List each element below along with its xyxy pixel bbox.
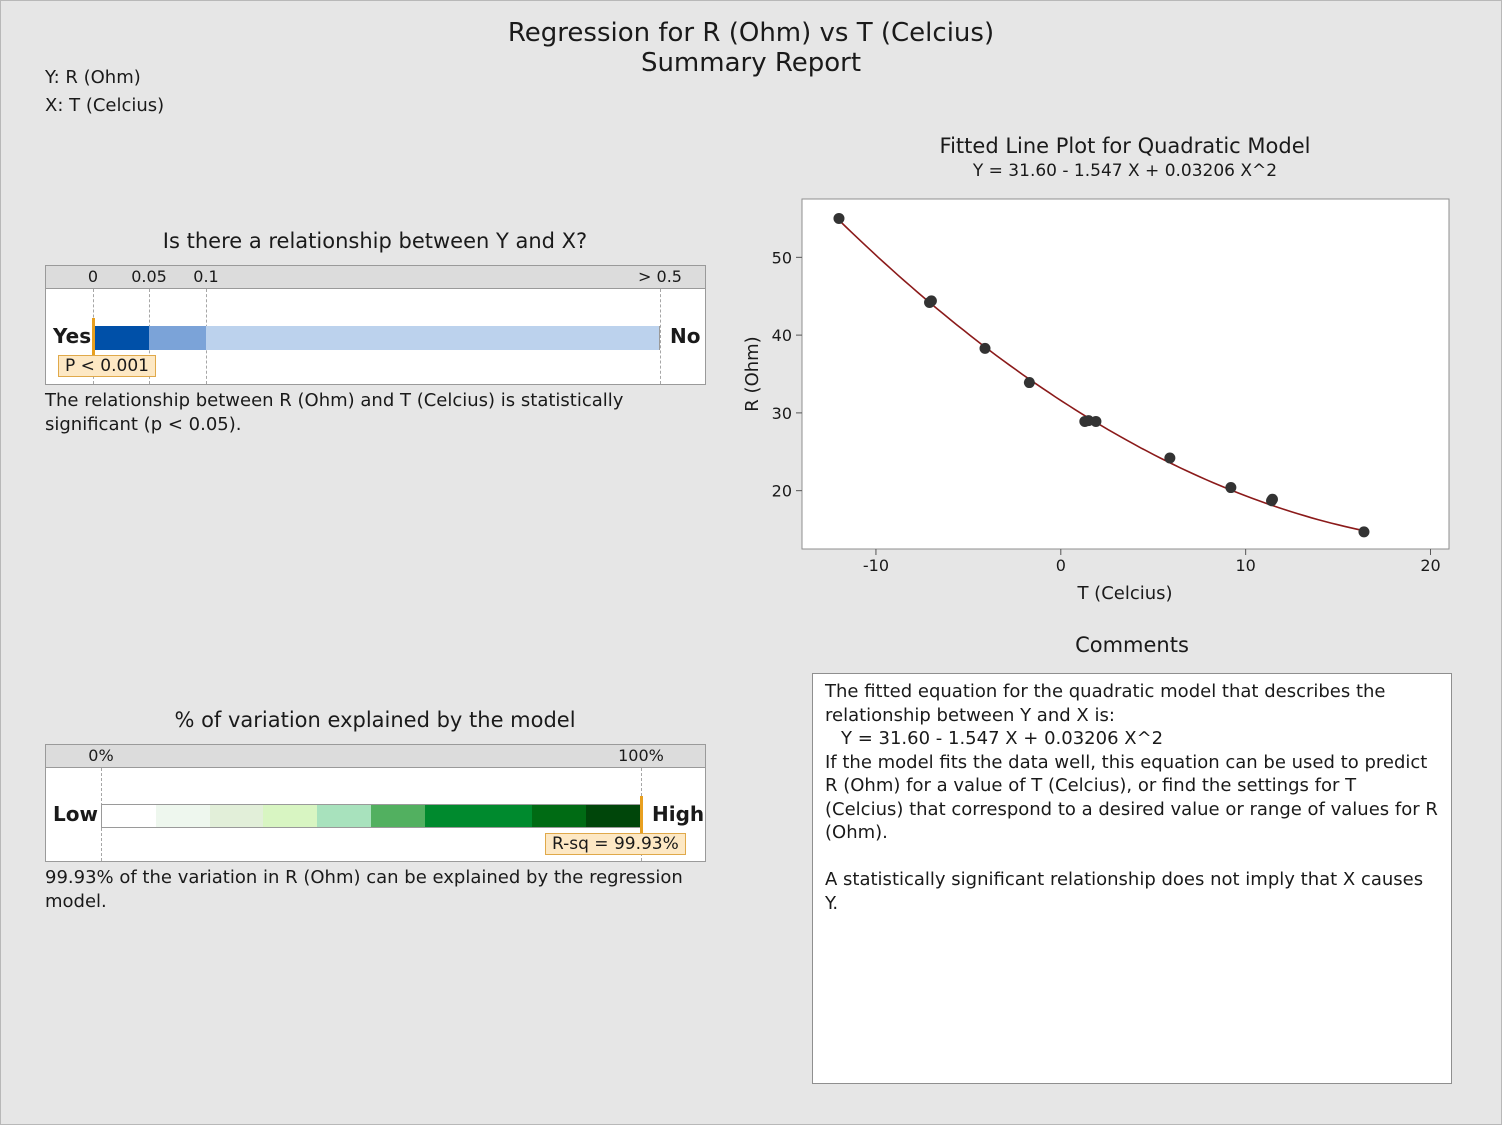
rsq-color-segment [532, 805, 587, 827]
p-tick-01: 0.1 [193, 267, 219, 286]
p-gridline [660, 289, 661, 384]
high-label: High [652, 802, 705, 826]
rsq-tick-0: 0% [88, 746, 114, 765]
rsq-color-segment [424, 805, 479, 827]
y-variable-label: Y: R (Ohm) [45, 67, 141, 88]
x-tick-label: 0 [1056, 556, 1066, 575]
y-tick-label: 30 [772, 404, 792, 423]
rsq-color-segment [155, 805, 210, 827]
y-tick-label: 20 [772, 482, 792, 501]
yes-label: Yes [53, 324, 92, 348]
data-point [1358, 526, 1370, 538]
data-point [979, 342, 991, 354]
rsq-tick-100: 100% [618, 746, 664, 765]
comments-box: The fitted equation for the quadratic mo… [812, 673, 1452, 1084]
x-tick-label: 10 [1235, 556, 1255, 575]
comments-caution: A statistically significant relationship… [825, 869, 1424, 914]
comments-intro: The fitted equation for the quadratic mo… [825, 681, 1386, 726]
x-tick-label: -10 [863, 556, 889, 575]
relationship-conclusion: The relationship between R (Ohm) and T (… [45, 390, 624, 435]
variation-title: % of variation explained by the model [174, 708, 576, 732]
rsq-flag: R-sq = 99.93% [545, 833, 686, 855]
rsq-scale: 0% 100% Low High R-sq = 99.93% [45, 744, 706, 862]
data-point [1164, 452, 1176, 464]
p-tick-05: > 0.5 [638, 267, 682, 286]
y-tick-label: 50 [772, 248, 792, 267]
comments-usage: If the model fits the data well, this eq… [825, 751, 1438, 844]
p-bar-not-significant [206, 326, 660, 350]
comments-equation: Y = 31.60 - 1.547 X + 0.03206 X^2 [841, 728, 1164, 749]
no-label: No [670, 324, 701, 348]
plot-equation: Y = 31.60 - 1.547 X + 0.03206 X^2 [972, 161, 1278, 181]
data-point [1090, 415, 1102, 427]
plot-title: Fitted Line Plot for Quadratic Model [939, 134, 1311, 158]
fitted-line-plot: -10 0 10 20 20 30 40 50 T (Celcius) R (Ohm) [742, 198, 1450, 604]
rsq-color-bar [101, 804, 641, 828]
p-scale-header: 0 0.05 0.1 > 0.5 [46, 266, 705, 289]
data-point [833, 212, 845, 224]
relationship-title: Is there a relationship between Y and X? [162, 229, 588, 253]
plot-area [801, 198, 1450, 550]
rsq-color-segment [478, 805, 533, 827]
p-bar-significant [93, 326, 149, 350]
p-value-scale: 0 0.05 0.1 > 0.5 Yes No P < 0.001 [45, 265, 706, 385]
rsq-color-segment [317, 805, 371, 827]
rsq-color-segment [370, 805, 425, 827]
p-value-flag: P < 0.001 [58, 355, 156, 377]
y-axis-label: R (Ohm) [742, 336, 763, 411]
data-point [1225, 482, 1237, 494]
report-subtitle: Summary Report [640, 48, 862, 78]
variation-conclusion: 99.93% of the variation in R (Ohm) can b… [45, 867, 683, 912]
x-variable-label: X: T (Celcius) [45, 95, 165, 116]
y-tick-label: 40 [772, 326, 792, 345]
rsq-color-segment [102, 805, 156, 827]
rsq-marker [639, 796, 643, 836]
rsq-scale-header: 0% 100% [46, 745, 705, 768]
comments-title: Comments [1075, 633, 1189, 657]
p-value-marker [92, 318, 95, 358]
data-point [1023, 377, 1035, 389]
low-label: Low [53, 802, 98, 826]
rsq-color-segment [209, 805, 264, 827]
rsq-color-segment [586, 805, 640, 827]
data-point [1266, 493, 1278, 505]
x-tick-label: 20 [1420, 556, 1440, 575]
data-point [925, 295, 937, 307]
rsq-color-segment [263, 805, 318, 827]
p-tick-0: 0 [87, 267, 99, 286]
x-axis-label: T (Celcius) [1076, 583, 1172, 604]
p-bar-marginal [149, 326, 206, 350]
p-tick-005: 0.05 [131, 267, 167, 286]
report-title: Regression for R (Ohm) vs T (Celcius) [507, 18, 995, 48]
